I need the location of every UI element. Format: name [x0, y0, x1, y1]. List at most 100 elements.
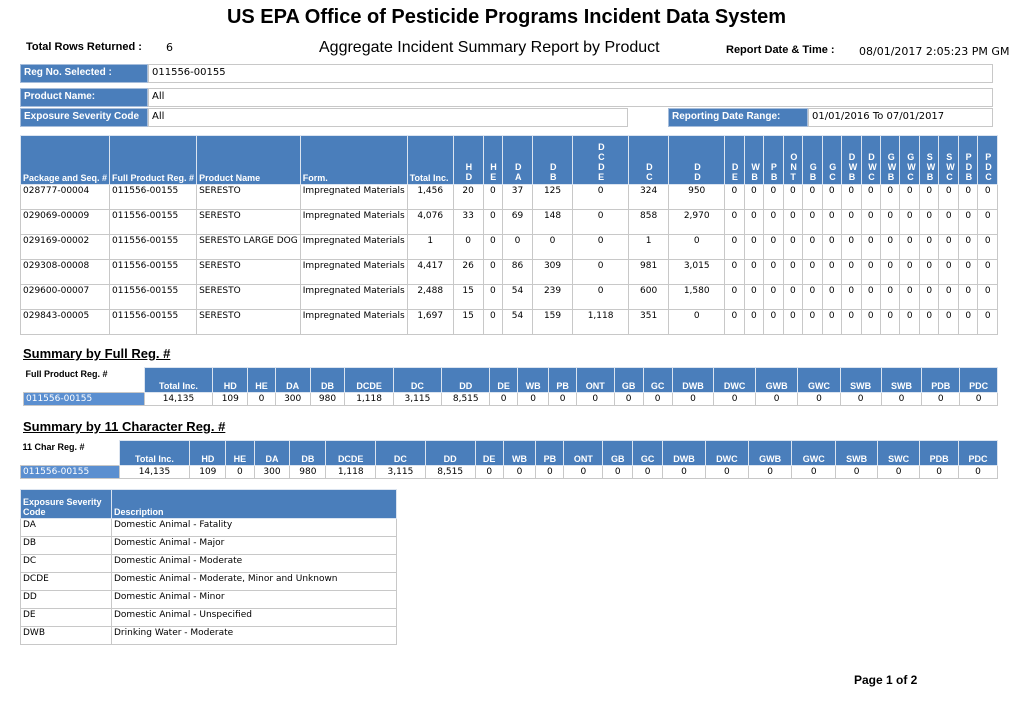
cell: 0 — [482, 184, 504, 210]
cell: Domestic Animal - Moderate — [111, 554, 397, 573]
cell: Impregnated Materials — [299, 284, 408, 310]
column-label: DWC — [868, 152, 877, 183]
cell: 0 — [548, 392, 577, 406]
cell: 950 — [668, 184, 726, 210]
cell: 3,015 — [668, 259, 726, 285]
cell: 0 — [899, 284, 920, 310]
cell: 011556-00155 — [109, 259, 198, 285]
column-label: DA — [514, 162, 522, 183]
cell: 0 — [452, 234, 484, 260]
column-header: DB — [289, 440, 327, 466]
column-label: SWC — [946, 152, 955, 183]
column-label: PDC — [985, 152, 992, 183]
section-heading: Summary by 11 Character Reg. # — [23, 419, 226, 434]
cell: 125 — [531, 184, 574, 210]
report-date: 08/01/2017 2:05:23 PM GM — [859, 45, 1010, 58]
cell: 0 — [938, 184, 959, 210]
cell: 0 — [225, 465, 255, 479]
cell: Impregnated Materials — [299, 184, 408, 210]
summary-table: Full Product Reg. # Total Inc. HD HE DA DB DCD… — [23, 367, 998, 406]
header-row: Full Product Reg. # Total Inc. HD HE DA DB DCD… — [23, 367, 998, 393]
total-rows: 6 — [166, 41, 173, 54]
cell: 0 — [802, 309, 823, 335]
cell: 0 — [918, 184, 940, 210]
cell: 8,515 — [441, 392, 491, 406]
cell: 0 — [918, 309, 940, 335]
cell: 300 — [274, 392, 311, 406]
filter-value: 01/01/2016 To 07/01/2017 — [808, 108, 993, 127]
cell: 1 — [406, 234, 454, 260]
column-header: Exposure Severity Code — [20, 489, 112, 519]
cell: 300 — [253, 465, 291, 479]
column-label: HD — [465, 162, 473, 183]
column-label: GWB — [887, 152, 897, 183]
column-header: HD — [452, 135, 484, 185]
cell: 0 — [763, 309, 784, 335]
cell: 0 — [668, 309, 726, 335]
cell: 0 — [879, 259, 901, 285]
data-row: 029169-00002 011556-00155 SERESTO LARGE DO… — [19, 234, 998, 260]
cell: 1 — [628, 234, 670, 260]
cell: 0 — [821, 284, 843, 310]
cell: 0 — [782, 309, 804, 335]
cell: 0 — [899, 184, 920, 210]
column-header: WB — [743, 135, 765, 185]
cell: 0 — [879, 209, 901, 235]
cell: 0 — [957, 259, 979, 285]
column-header: GB — [602, 440, 634, 466]
cell: 33 — [452, 209, 484, 235]
cell: SERESTO — [196, 209, 301, 235]
key-header: Full Product Reg. # — [23, 367, 144, 393]
cell: 0 — [841, 209, 862, 235]
cell: 0 — [671, 392, 715, 406]
data-row: DA Domestic Animal - Fatality — [20, 518, 397, 537]
subtitle: Aggregate Incident Summary Report by Pro… — [319, 39, 660, 56]
column-header: DWB — [841, 135, 862, 185]
cell: 0 — [791, 465, 837, 479]
cell: 0 — [860, 259, 882, 285]
cell: 858 — [628, 209, 670, 235]
column-header: GWB — [754, 367, 799, 393]
column-label: PB — [770, 162, 778, 183]
cell: DCDE — [20, 572, 112, 591]
column-label: Product Name — [199, 173, 261, 183]
cell: 0 — [602, 465, 634, 479]
column-header: DE — [724, 135, 745, 185]
cell: Impregnated Materials — [299, 259, 408, 285]
key-header: 11 Char Reg. # — [20, 440, 119, 466]
cell: 0 — [572, 184, 630, 210]
column-header: Total Inc. — [406, 135, 454, 185]
cell: 86 — [502, 259, 533, 285]
cell: 0 — [860, 234, 882, 260]
filter-value: 011556-00155 — [148, 64, 993, 83]
cell: 0 — [743, 309, 765, 335]
data-row: 011556-00155 14,135 109 0 300 980 1,118 3,115 8,… — [20, 465, 999, 479]
cell: 0 — [782, 259, 804, 285]
legend-table: Exposure Severity Code Description DA Domes… — [20, 489, 397, 645]
cell: 011556-00155 — [109, 184, 198, 210]
column-label: DD — [694, 162, 701, 183]
cell: 0 — [763, 234, 784, 260]
column-header: Full Product Reg. # — [109, 135, 198, 185]
data-row: 011556-00155 14,135 109 0 300 980 1,118 3,115 8,… — [23, 392, 998, 406]
column-header: PDB — [921, 367, 961, 393]
cell: 0 — [482, 209, 504, 235]
cell: 1,118 — [325, 465, 377, 479]
cell: 0 — [918, 284, 940, 310]
cell: Impregnated Materials — [299, 234, 408, 260]
column-header: SWC — [877, 440, 921, 466]
cell: 0 — [821, 234, 843, 260]
cell: 0 — [763, 184, 784, 210]
cell: 0 — [743, 209, 765, 235]
cell: 3,115 — [392, 392, 443, 406]
column-header: DC — [392, 367, 443, 393]
column-header: DD — [668, 135, 726, 185]
cell: 14,135 — [118, 465, 191, 479]
cell: 14,135 — [143, 392, 214, 406]
cell: 1,118 — [344, 392, 394, 406]
column-header: HD — [212, 367, 249, 393]
cell: 351 — [628, 309, 670, 335]
column-header: DWC — [713, 367, 756, 393]
report-date-label: Report Date & Time : — [726, 44, 835, 56]
